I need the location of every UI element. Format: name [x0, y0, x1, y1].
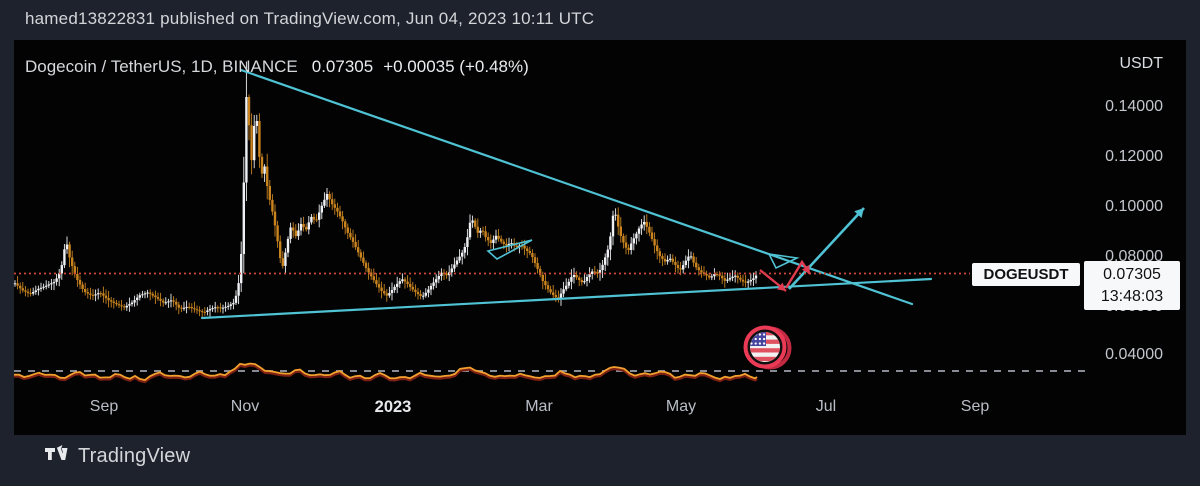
- time-tick-label: Mar: [525, 398, 553, 415]
- us-flag-marker: [743, 325, 792, 370]
- label-box-price: 0.07305: [1103, 265, 1161, 283]
- red-bounce-arrow: [784, 259, 811, 289]
- time-tick-label: Sep: [89, 398, 119, 415]
- breakout-up-arrow: [788, 207, 865, 290]
- attribution-bar: hamed13822831 published on TradingView.c…: [0, 0, 1200, 40]
- time-tick-label: Sep: [960, 398, 990, 415]
- price-tick-label: 0.08000: [1105, 248, 1163, 265]
- quote-currency-label: USDT: [1119, 55, 1163, 72]
- candlestick-layer: [13, 61, 758, 319]
- time-tick-label: Jul: [815, 398, 837, 415]
- apex-mini-pennant: [767, 252, 800, 270]
- price-tick-label: 0.10000: [1105, 198, 1163, 215]
- descending-resistance-line: [239, 68, 914, 306]
- last-price-value: 0.07305: [311, 57, 374, 76]
- label-box-countdown: 13:48:03: [1100, 287, 1164, 305]
- price-tick-label: 0.14000: [1105, 98, 1163, 115]
- price-tick-label: 0.04000: [1105, 346, 1163, 363]
- price-tick-label: 0.12000: [1105, 148, 1163, 165]
- tradingview-logo-link[interactable]: TradingView: [44, 444, 190, 468]
- time-tick-label: Nov: [230, 398, 260, 415]
- lower-indicator-pane: [14, 362, 1086, 384]
- symbol-title: Dogecoin / TetherUS, 1D, BINANCE: [25, 57, 298, 76]
- indicator-line: [14, 362, 758, 381]
- time-tick-label: May: [665, 398, 697, 415]
- footer-bar: TradingView: [0, 435, 1200, 486]
- attribution-text: hamed13822831 published on TradingView.c…: [25, 9, 595, 28]
- feb-mini-pennant: [486, 239, 533, 260]
- time-tick-label: 2023: [374, 398, 412, 416]
- symbol-label-box: DOGEUSDT: [972, 263, 1080, 286]
- chart-legend-row: Dogecoin / TetherUS, 1D, BINANCE 0.07305 +…: [25, 57, 529, 77]
- tradingview-logo-icon: [45, 445, 68, 460]
- ascending-support-line: [200, 277, 933, 320]
- price-change-value: +0.00035 (+0.48%): [383, 57, 529, 76]
- last-price-label-box: 0.07305 13:48:03: [1084, 261, 1180, 310]
- indicator-line-shadow: [14, 363, 758, 384]
- drawing-annotations-layer: [14, 68, 970, 370]
- chart-background: [14, 40, 1186, 435]
- tradingview-brand-text: TradingView: [78, 444, 191, 467]
